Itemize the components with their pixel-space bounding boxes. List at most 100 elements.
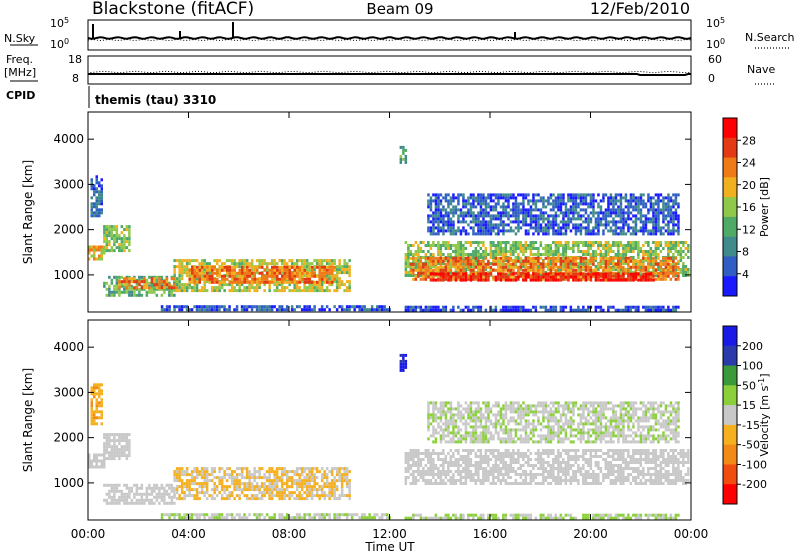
power-echo-cell: [527, 211, 530, 215]
power-echo-cell: [444, 193, 448, 197]
power-echo-cell: [283, 259, 286, 263]
velocity-echo-cell: [110, 489, 114, 493]
power-echo-cell: [549, 202, 553, 206]
velocity-echo-cell: [183, 491, 186, 495]
velocity-echo-cell: [253, 497, 256, 501]
power-echo-cell: [582, 241, 585, 244]
power-echo-cell: [497, 217, 500, 221]
power-echo-cell: [295, 283, 299, 287]
power-echo-cell: [677, 241, 680, 244]
power-echo-cell: [564, 247, 568, 250]
power-echo-cell: [464, 247, 468, 250]
power-echo-cell: [240, 274, 244, 278]
velocity-echo-cell: [88, 459, 91, 463]
power-echo-cell: [634, 305, 638, 309]
power-echo-cell: [514, 202, 518, 206]
power-echo-cell: [687, 250, 690, 253]
power-echo-cell: [150, 290, 154, 294]
power-echo-cell: [409, 262, 413, 266]
power-echo-cell: [559, 253, 563, 256]
power-echo-cell: [333, 280, 336, 284]
power-echo-cell: [429, 272, 433, 276]
power-echo-cell: [489, 217, 493, 221]
power-echo-cell: [432, 199, 435, 203]
power-echo-cell: [180, 308, 184, 312]
power-echo-cell: [539, 268, 543, 272]
power-echo-cell: [659, 229, 663, 233]
power-echo-cell: [409, 308, 413, 312]
power-echo-cell: [552, 241, 555, 244]
power-echo-cell: [487, 271, 490, 274]
power-echo-cell: [587, 259, 590, 263]
power-echo-cell: [669, 214, 673, 218]
power-echo-cell: [604, 241, 608, 244]
power-echo-cell: [250, 286, 254, 290]
power-y-tick-label: 3000: [53, 177, 84, 191]
power-echo-cell: [594, 226, 598, 230]
velocity-echo-cell: [275, 470, 279, 474]
power-echo-cell: [677, 205, 680, 209]
power-echo-cell: [316, 274, 319, 278]
power-echo-cell: [427, 229, 430, 233]
power-echo-cell: [589, 232, 593, 236]
power-echo-cell: [452, 277, 455, 281]
power-echo-cell: [422, 262, 425, 266]
power-echo-cell: [155, 286, 159, 290]
power-echo-cell: [93, 205, 96, 209]
power-echo-cell: [328, 280, 331, 284]
velocity-echo-cell: [128, 489, 131, 493]
power-echo-cell: [215, 289, 219, 293]
power-echo-cell: [572, 265, 575, 269]
power-echo-cell: [268, 274, 271, 278]
power-echo-cell: [286, 268, 289, 272]
power-echo-cell: [135, 287, 139, 291]
power-echo-cell: [667, 202, 670, 206]
power-echo-cell: [622, 250, 625, 253]
power-echo-cell: [572, 250, 575, 253]
power-echo-cell: [549, 196, 553, 200]
power-echo-cell: [472, 272, 475, 276]
power-echo-cell: [444, 214, 448, 218]
power-echo-cell: [597, 232, 600, 236]
power-echo-cell: [424, 277, 428, 281]
velocity-echo-cell: [188, 488, 191, 492]
power-echo-cell: [195, 305, 199, 309]
power-echo-cell: [609, 211, 613, 215]
velocity-echo-cell: [255, 485, 259, 489]
power-echo-cell: [125, 228, 129, 232]
power-echo-cell: [133, 277, 136, 281]
power-echo-cell: [231, 277, 234, 281]
power-echo-cell: [637, 278, 640, 282]
power-echo-cell: [599, 265, 603, 269]
power-echo-cell: [644, 278, 648, 282]
velocity-echo-cell: [238, 497, 241, 501]
power-echo-cell: [549, 278, 553, 282]
power-echo-cell: [148, 281, 151, 285]
power-echo-cell: [504, 196, 508, 200]
power-echo-cell: [462, 217, 465, 221]
power-echo-cell: [634, 275, 638, 279]
power-echo-cell: [258, 277, 261, 281]
power-echo-cell: [303, 277, 306, 281]
power-echo-cell: [125, 240, 129, 244]
power-echo-cell: [649, 205, 653, 209]
velocity-echo-cell: [118, 439, 121, 443]
velocity-echo-cell: [105, 483, 109, 487]
power-echo-cell: [452, 214, 455, 218]
power-echo-cell: [664, 196, 668, 200]
velocity-echo-cell: [218, 482, 221, 486]
power-echo-cell: [432, 214, 435, 218]
power-echo-cell: [517, 259, 520, 263]
power-echo-cell: [554, 247, 558, 250]
velocity-echo-cell: [98, 410, 101, 414]
power-echo-cell: [175, 277, 179, 281]
velocity-echo-cell: [205, 467, 209, 471]
power-echo-cell: [532, 226, 535, 230]
velocity-echo-cell: [180, 482, 184, 486]
power-echo-cell: [198, 262, 201, 266]
power-echo-cell: [452, 229, 455, 233]
power-echo-cell: [240, 262, 244, 266]
power-echo-cell: [266, 280, 269, 284]
power-echo-cell: [201, 271, 204, 275]
power-echo-cell: [216, 277, 219, 281]
